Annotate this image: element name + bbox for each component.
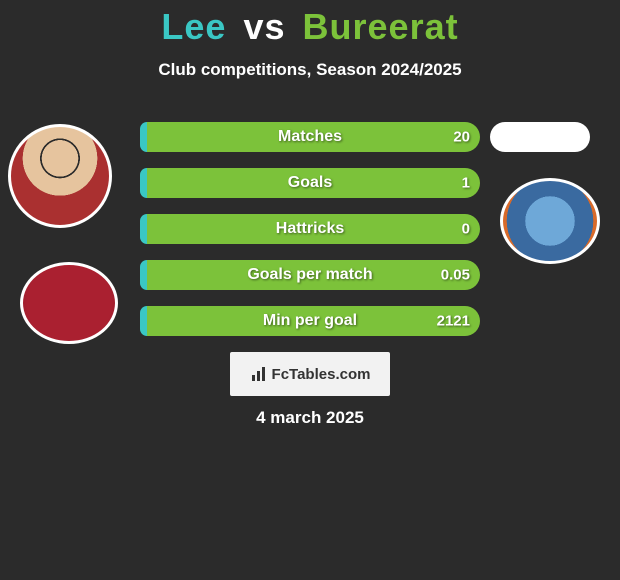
player1-name: Lee xyxy=(161,6,226,47)
stat-row: Matches 20 xyxy=(140,122,480,152)
stat-label: Matches xyxy=(278,128,342,146)
stat-value-right: 20 xyxy=(453,129,470,146)
stat-value-right: 0.05 xyxy=(441,267,470,284)
comparison-title: Lee vs Bureerat xyxy=(0,0,620,48)
date-text: 4 march 2025 xyxy=(256,408,364,428)
stat-row: Min per goal 2121 xyxy=(140,306,480,336)
brand-chart-icon xyxy=(250,365,268,383)
player1-club-logo xyxy=(20,262,118,344)
stat-value-right: 2121 xyxy=(437,313,470,330)
stat-label: Goals xyxy=(288,174,332,192)
player2-name: Bureerat xyxy=(303,6,459,47)
stat-row: Goals per match 0.05 xyxy=(140,260,480,290)
stat-value-right: 1 xyxy=(462,175,470,192)
vs-text: vs xyxy=(243,6,285,47)
stat-label: Goals per match xyxy=(247,266,372,284)
stat-value-right: 0 xyxy=(462,221,470,238)
stat-label: Hattricks xyxy=(276,220,344,238)
stat-bar-left xyxy=(140,168,147,198)
brand-text: FcTables.com xyxy=(272,366,371,383)
stat-label: Min per goal xyxy=(263,312,357,330)
stat-bar-left xyxy=(140,306,147,336)
brand-box: FcTables.com xyxy=(230,352,390,396)
stat-bar-left xyxy=(140,122,147,152)
stat-row: Hattricks 0 xyxy=(140,214,480,244)
subtitle: Club competitions, Season 2024/2025 xyxy=(0,60,620,80)
stats-container: Matches 20 Goals 1 Hattricks 0 Goals per… xyxy=(140,122,480,352)
stat-row: Goals 1 xyxy=(140,168,480,198)
player2-avatar xyxy=(490,122,590,152)
stat-bar-left xyxy=(140,214,147,244)
player2-club-logo xyxy=(500,178,600,264)
player1-avatar xyxy=(8,124,112,228)
stat-bar-left xyxy=(140,260,147,290)
